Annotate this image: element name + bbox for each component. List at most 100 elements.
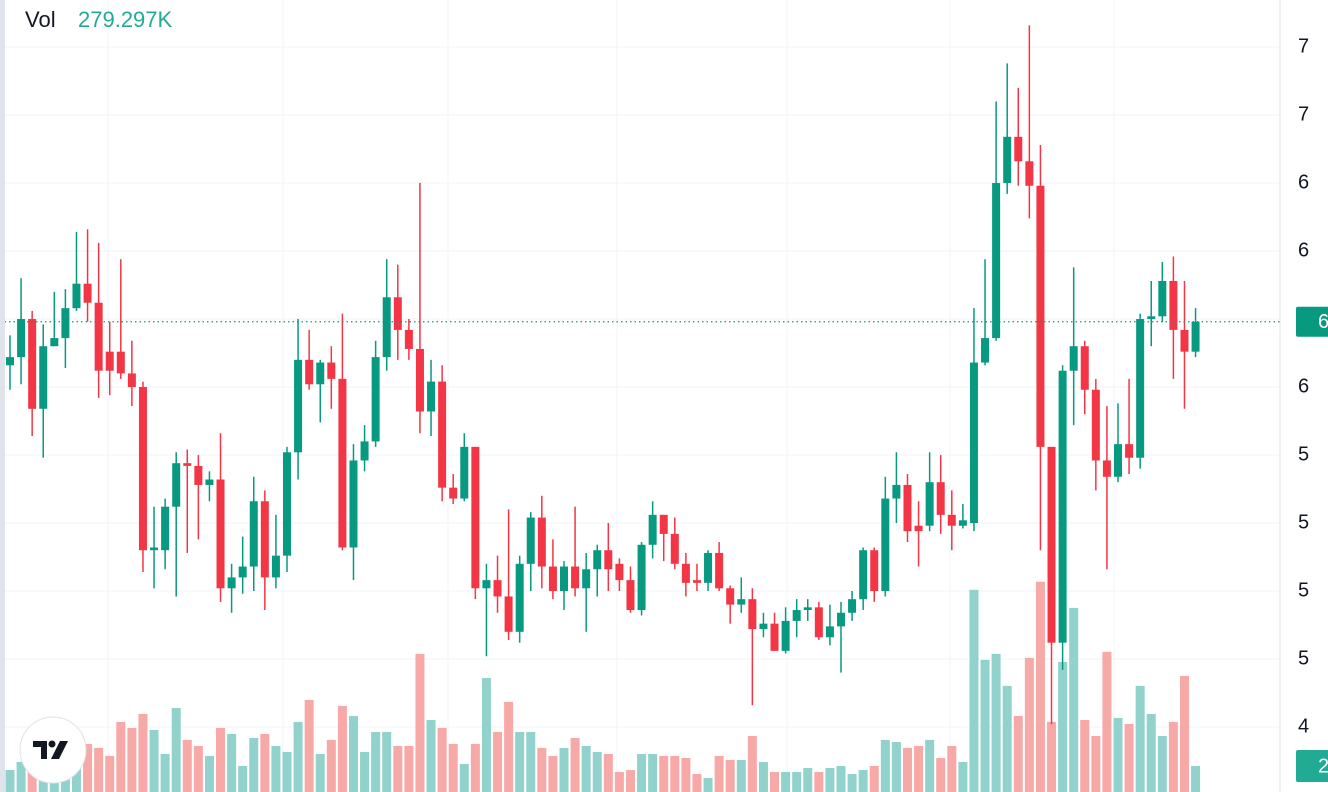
volume-bar bbox=[958, 761, 968, 792]
volume-bar bbox=[526, 731, 536, 792]
volume-bar bbox=[149, 729, 159, 792]
volume-bar bbox=[758, 761, 768, 792]
candle-body bbox=[648, 514, 657, 545]
volume-bar bbox=[880, 739, 890, 792]
last-volume-label: 2 bbox=[1318, 755, 1328, 777]
volume-bar bbox=[781, 771, 791, 792]
volume-bar bbox=[1191, 765, 1201, 792]
logo-mark bbox=[33, 741, 47, 759]
candle-body bbox=[61, 308, 70, 339]
volume-bar bbox=[105, 755, 115, 792]
volume-bar bbox=[592, 751, 602, 792]
volume-bar bbox=[27, 763, 37, 792]
volume-bar bbox=[1113, 717, 1123, 792]
volume-bar bbox=[559, 747, 569, 792]
candle-body bbox=[814, 607, 823, 638]
y-tick-label: 5 bbox=[1298, 647, 1309, 669]
y-tick-label: 7 bbox=[1298, 35, 1309, 57]
candle-body bbox=[349, 460, 358, 548]
candle-body bbox=[28, 319, 37, 409]
volume-bar bbox=[116, 721, 126, 792]
candle-body bbox=[903, 484, 912, 532]
candle-body bbox=[216, 479, 225, 589]
candle-body bbox=[560, 566, 568, 592]
logo-dot bbox=[48, 740, 56, 748]
volume-bar bbox=[836, 766, 846, 792]
candle-body bbox=[404, 329, 413, 349]
volume-bar bbox=[1102, 651, 1112, 792]
candle-body bbox=[737, 599, 746, 605]
logo-mark bbox=[51, 741, 68, 759]
candle-body bbox=[72, 283, 81, 309]
volume-bar bbox=[260, 733, 270, 792]
volume-bar bbox=[182, 739, 192, 792]
y-tick-label: 6 bbox=[1298, 171, 1309, 193]
candle-body bbox=[1036, 185, 1045, 447]
last-price-label: 6 bbox=[1318, 311, 1328, 333]
volume-bar bbox=[902, 747, 912, 792]
volume-bar bbox=[470, 743, 480, 792]
volume-bar bbox=[703, 778, 713, 792]
candle-body bbox=[748, 599, 757, 630]
candle-body bbox=[936, 482, 945, 515]
volume-bar bbox=[1179, 675, 1189, 792]
volume-bar bbox=[747, 736, 757, 792]
candle-body bbox=[249, 501, 258, 567]
candle-body bbox=[1125, 444, 1134, 458]
volume-bar bbox=[1091, 736, 1101, 792]
candle-body bbox=[427, 381, 436, 412]
volume-bar bbox=[304, 699, 314, 792]
candle-body bbox=[283, 452, 291, 556]
volume-bar bbox=[1035, 581, 1045, 792]
candle-body bbox=[1080, 346, 1089, 390]
candle-body bbox=[94, 302, 103, 371]
volume-bar bbox=[581, 745, 591, 792]
volume-bar bbox=[437, 727, 447, 792]
volume-bars bbox=[5, 581, 1201, 792]
volume-bar bbox=[83, 743, 93, 792]
volume-bar bbox=[659, 755, 669, 792]
volume-bar bbox=[692, 774, 702, 792]
candle-body bbox=[1191, 321, 1200, 352]
candle-body bbox=[848, 599, 857, 613]
volume-bar bbox=[548, 755, 558, 792]
candle-body bbox=[548, 566, 557, 592]
volume-bar bbox=[1146, 713, 1156, 792]
candle-body bbox=[382, 297, 391, 358]
candle-body bbox=[316, 362, 325, 385]
time-grid bbox=[107, 0, 1115, 792]
volume-bar bbox=[803, 767, 813, 792]
volume-bar bbox=[227, 733, 237, 792]
candle-body bbox=[449, 487, 458, 499]
volume-bar bbox=[1013, 715, 1023, 792]
volume-bar bbox=[725, 759, 735, 792]
volume-bar bbox=[515, 731, 525, 792]
volume-bar bbox=[648, 753, 658, 792]
volume-bar bbox=[537, 747, 547, 792]
volume-bar bbox=[947, 745, 957, 792]
candle-body bbox=[704, 552, 713, 583]
candle-body bbox=[615, 563, 624, 581]
volume-bar bbox=[426, 719, 436, 792]
candle-body bbox=[172, 463, 181, 507]
candle-body bbox=[526, 517, 535, 564]
candle-body bbox=[870, 550, 879, 592]
volume-bar bbox=[714, 755, 724, 792]
volume-bar bbox=[504, 701, 514, 792]
logo-circle[interactable] bbox=[19, 716, 87, 784]
volume-bar bbox=[493, 731, 503, 792]
candle-body bbox=[593, 550, 602, 570]
volume-bar bbox=[1047, 721, 1057, 792]
candle-body bbox=[1047, 446, 1056, 643]
candle-body bbox=[438, 381, 447, 488]
candle-body bbox=[958, 520, 967, 526]
tradingview-logo[interactable] bbox=[19, 716, 87, 784]
candle-body bbox=[1014, 136, 1023, 162]
volume-bar bbox=[16, 761, 26, 792]
candle-body bbox=[670, 533, 679, 564]
volume-bar bbox=[448, 743, 458, 792]
candle-body bbox=[792, 610, 801, 621]
candle-body bbox=[183, 463, 192, 466]
volume-bar bbox=[925, 739, 935, 792]
